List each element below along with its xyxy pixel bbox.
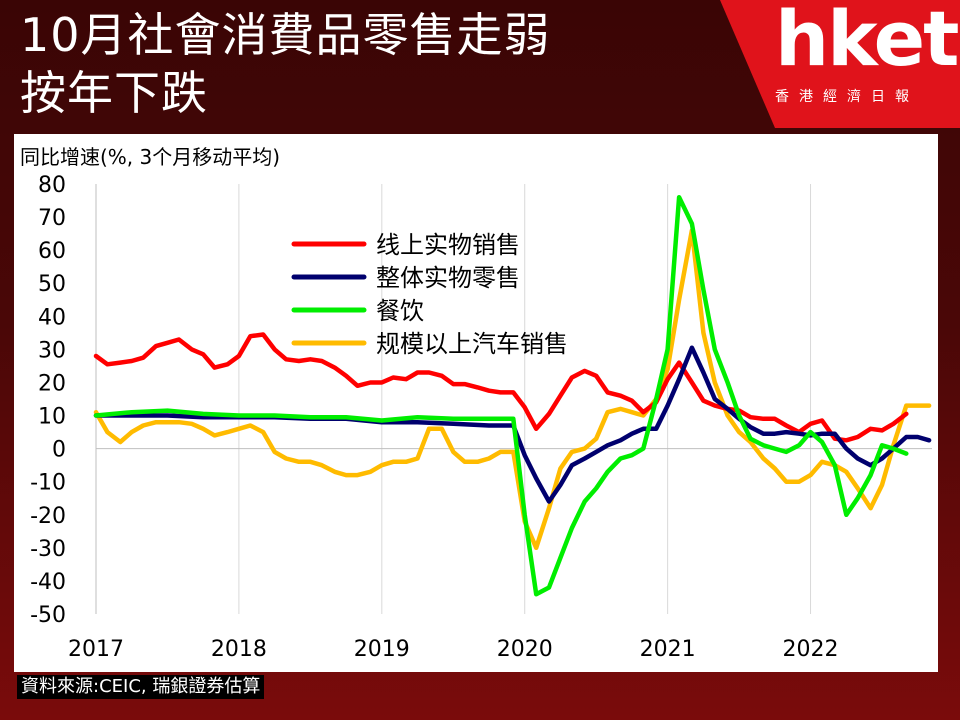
chart-panel: 80 70 60 50 40 30 20 10 0 -10 -20 -30 -40 -50 2017 2018… bbox=[14, 134, 938, 672]
page-title-line-2: 按年下跌 bbox=[20, 66, 208, 120]
y-tick-label: 0 bbox=[52, 438, 66, 463]
x-tick-label: 2021 bbox=[640, 637, 696, 662]
y-tick-label: 40 bbox=[38, 305, 66, 330]
hket-logo: hket bbox=[775, 0, 959, 83]
series-line bbox=[93, 228, 932, 551]
y-tick-label: 50 bbox=[38, 272, 66, 297]
page-title: 10月社會消費品零售走弱 按年下跌 bbox=[20, 6, 680, 122]
y-tick-label: 80 bbox=[38, 173, 66, 198]
y-tick-label: 30 bbox=[38, 338, 66, 363]
legend-label: 整体实物零售 bbox=[376, 264, 520, 292]
y-tick-label: -10 bbox=[30, 471, 66, 496]
y-tick-label: -40 bbox=[30, 570, 66, 595]
legend-label: 线上实物销售 bbox=[376, 231, 520, 259]
series-line bbox=[93, 194, 909, 597]
y-tick-label: 20 bbox=[38, 371, 66, 396]
series-line bbox=[93, 332, 909, 443]
logo-subtitle: 香港經濟日報 bbox=[775, 89, 919, 105]
y-tick-label: 60 bbox=[38, 239, 66, 264]
chart-title: 同比增速(%, 3个月移动平均) bbox=[20, 145, 280, 169]
page-title-line-1: 10月社會消費品零售走弱 bbox=[20, 8, 551, 62]
x-tick-label: 2017 bbox=[68, 637, 124, 662]
y-tick-label: -20 bbox=[30, 504, 66, 529]
x-tick-label: 2020 bbox=[497, 637, 553, 662]
y-tick-label: -50 bbox=[30, 603, 66, 628]
legend-label: 规模以上汽车销售 bbox=[376, 330, 568, 358]
x-tick-label: 2022 bbox=[783, 637, 839, 662]
y-tick-label: -30 bbox=[30, 537, 66, 562]
x-tick-label: 2019 bbox=[354, 637, 410, 662]
legend-label: 餐饮 bbox=[376, 297, 424, 325]
y-tick-label: 10 bbox=[38, 405, 66, 430]
source-note: 資料來源:CEIC, 瑞銀證券估算 bbox=[17, 675, 265, 699]
x-tick-label: 2018 bbox=[211, 637, 267, 662]
y-tick-label: 70 bbox=[38, 206, 66, 231]
